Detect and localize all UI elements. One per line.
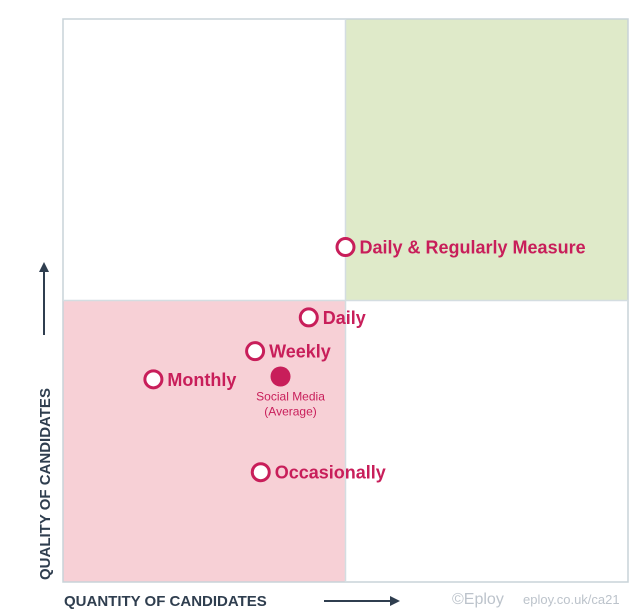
quadrant-backgrounds (63, 19, 628, 582)
point-daily-regularly-measure: Daily & Regularly Measure (335, 237, 586, 258)
point-label: Social Media (256, 390, 325, 404)
quadrant-bottom-left (63, 300, 346, 582)
copyright-text: ©Eploy (452, 591, 504, 608)
quadrant-top-right (345, 19, 628, 301)
point-weekly: Weekly (245, 341, 331, 362)
marker-hollow (298, 307, 319, 328)
x-axis-label: QUANTITY OF CANDIDATES (64, 593, 267, 610)
point-daily: Daily (298, 307, 366, 328)
point-label: Daily (323, 308, 366, 328)
point-label: Weekly (269, 342, 331, 362)
marker-hollow (245, 341, 266, 362)
y-axis-label: QUALITY OF CANDIDATES (37, 388, 54, 580)
y-axis-arrow (39, 262, 49, 335)
marker-hollow (250, 462, 271, 483)
point-monthly: Monthly (143, 369, 236, 390)
marker-filled (270, 366, 291, 387)
marker-hollow (143, 369, 164, 390)
marker-hollow (335, 237, 356, 258)
point-label: Daily & Regularly Measure (360, 238, 586, 258)
point-label: Monthly (167, 370, 236, 390)
x-axis-arrow (324, 596, 400, 606)
data-points: Daily & Regularly Measure Daily Weekly Mont… (143, 237, 586, 483)
point-occasionally: Occasionally (250, 462, 386, 483)
source-url: eploy.co.uk/ca21 (523, 592, 620, 607)
point-social-media: Social Media(Average) (256, 366, 325, 419)
point-label: Occasionally (275, 463, 386, 483)
point-sublabel: (Average) (264, 405, 316, 419)
